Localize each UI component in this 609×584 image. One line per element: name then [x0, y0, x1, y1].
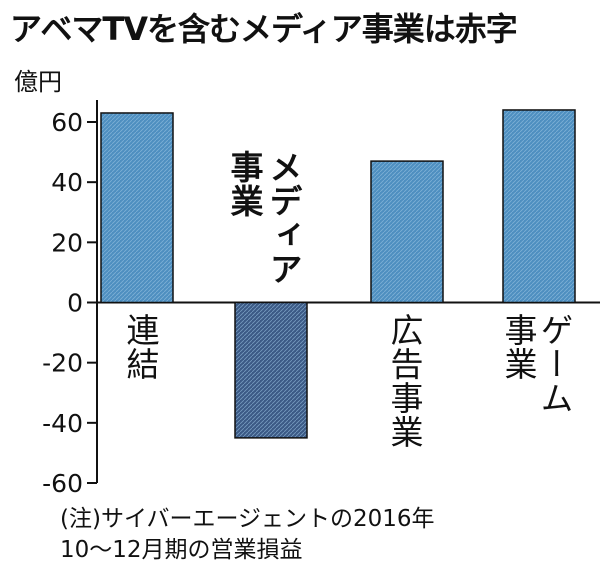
- bar: [234, 301, 308, 439]
- y-tick-label: -60: [42, 469, 83, 498]
- bar: [370, 160, 444, 304]
- category-label: 事業: [499, 313, 538, 381]
- y-tick-label: -20: [42, 349, 83, 378]
- category-label: 事業: [225, 150, 264, 218]
- y-tick-label: -40: [42, 409, 83, 438]
- bar: [100, 112, 174, 304]
- category-label: メディア: [264, 150, 303, 286]
- chart-note-line-1: (注)サイバーエージェントの2016年: [60, 506, 435, 532]
- chart-note: (注)サイバーエージェントの2016年 10〜12月期の営業損益: [60, 504, 435, 566]
- y-tick-label: 40: [51, 168, 83, 197]
- y-tick-label: 20: [51, 228, 83, 257]
- category-label: 広告事業: [385, 313, 424, 449]
- chart-title: アベマTVを含むメディア事業は赤字: [10, 10, 518, 48]
- y-tick-label: 60: [51, 108, 83, 137]
- category-label: 連結: [121, 313, 160, 381]
- bar: [502, 109, 576, 304]
- y-tick-label: 0: [67, 289, 83, 318]
- chart-note-line-2: 10〜12月期の営業損益: [60, 537, 303, 563]
- y-axis-unit-label: 億円: [14, 68, 62, 96]
- category-label: ゲーム: [535, 313, 574, 415]
